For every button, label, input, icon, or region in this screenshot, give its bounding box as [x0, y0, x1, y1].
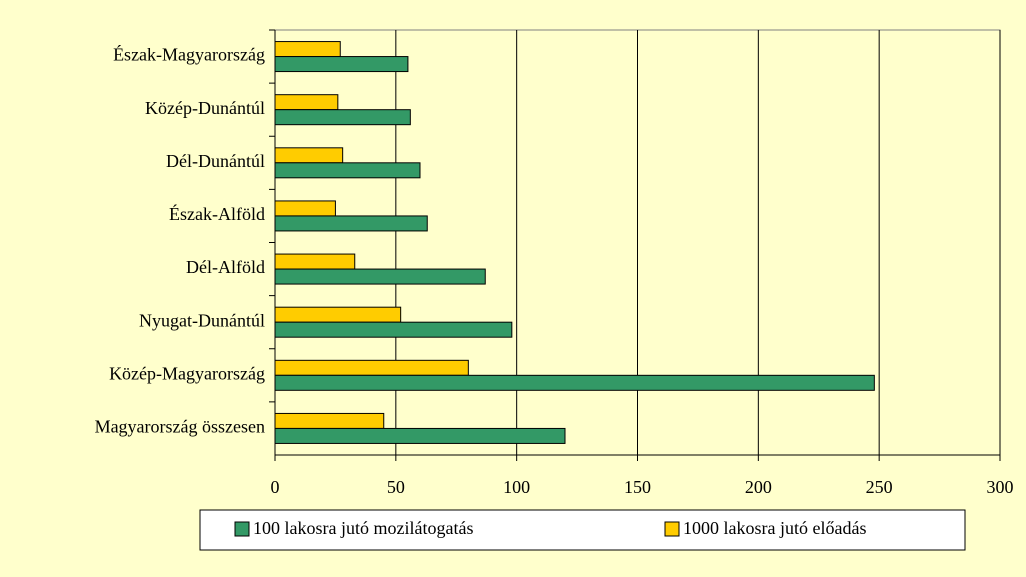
x-tick-label: 250 [866, 477, 893, 497]
bar [274, 374, 875, 391]
y-tick-label: Közép-Dunántúl [145, 98, 265, 118]
x-tick-label: 300 [987, 477, 1014, 497]
bar [274, 41, 341, 58]
bar [274, 306, 402, 323]
bar [274, 412, 385, 429]
y-tick-label: Észak-Alföld [169, 203, 265, 224]
bar [274, 94, 339, 111]
x-tick-label: 150 [624, 477, 651, 497]
bar [274, 109, 411, 126]
y-tick-label: Dél-Alföld [186, 257, 265, 277]
bar [274, 200, 336, 217]
bar [274, 427, 566, 444]
x-tick-label: 50 [387, 477, 405, 497]
y-tick-label: Észak-Magyarország [113, 44, 265, 65]
bar [274, 321, 513, 338]
x-tick-label: 200 [745, 477, 772, 497]
x-tick-label: 0 [271, 477, 280, 497]
bar [274, 253, 356, 270]
bar [274, 268, 486, 285]
y-tick-label: Magyarország összesen [95, 417, 265, 437]
legend-swatch [234, 521, 250, 537]
y-tick-label: Nyugat-Dunántúl [139, 310, 265, 330]
y-tick-label: Dél-Dunántúl [166, 151, 265, 171]
legend-swatch [664, 521, 680, 537]
x-tick-label: 100 [503, 477, 530, 497]
bar [274, 147, 344, 164]
y-tick-label: Közép-Magyarország [109, 363, 265, 383]
legend-box [199, 509, 966, 551]
bar [274, 56, 409, 73]
bar [274, 215, 428, 232]
bar [274, 162, 421, 179]
legend-label: 100 lakosra jutó mozilátogatás [253, 518, 473, 538]
legend-label: 1000 lakosra jutó előadás [683, 518, 866, 538]
bar [274, 359, 469, 376]
